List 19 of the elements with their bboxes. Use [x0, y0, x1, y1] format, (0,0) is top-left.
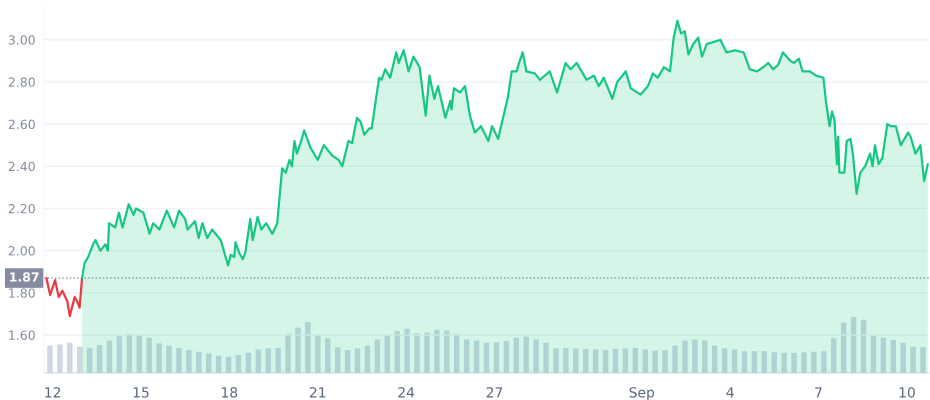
x-tick-label: 7 [815, 387, 822, 398]
x-tick-label: 21 [310, 387, 326, 398]
x-tick-label: 24 [398, 387, 414, 398]
x-tick-label: 27 [486, 387, 502, 398]
y-tick-label: 3.00 [8, 35, 35, 45]
y-tick-label: 2.80 [8, 77, 35, 87]
x-tick-label: 4 [726, 387, 734, 398]
x-tick-label: 12 [45, 387, 60, 398]
y-tick-label: 1.80 [9, 288, 35, 298]
ref-line-label: 1.87 [10, 272, 39, 282]
x-tick-label: 10 [900, 387, 915, 398]
y-tick-label: 2.00 [8, 246, 35, 256]
y-tick-label: 2.20 [8, 204, 35, 214]
x-tick-label: 18 [222, 387, 238, 398]
y-tick-label: 2.60 [8, 120, 35, 130]
x-tick-label: Sep [630, 387, 654, 400]
y-tick-label: 1.60 [9, 330, 35, 340]
x-tick-label: 15 [134, 387, 149, 398]
y-tick-label: 2.40 [8, 162, 35, 172]
